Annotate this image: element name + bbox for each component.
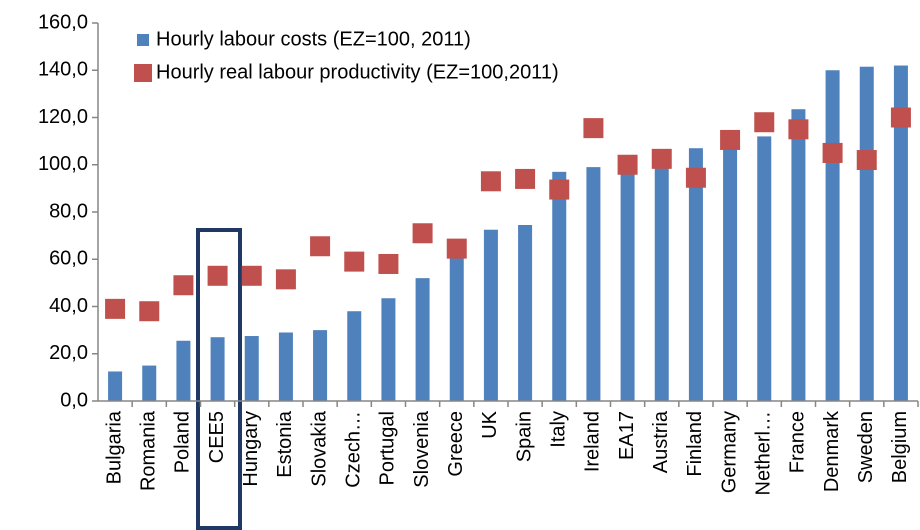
marker	[173, 275, 194, 296]
x-tick-label: CEE5	[206, 411, 228, 463]
marker	[583, 118, 604, 139]
marker	[651, 148, 672, 169]
x-tick-label: EA17	[616, 411, 638, 460]
y-tick-label: 120,0	[38, 106, 88, 128]
legend-swatch	[134, 64, 152, 82]
y-tick-label: 140,0	[38, 59, 88, 81]
x-tick-label: Portugal	[377, 411, 399, 486]
marker	[549, 179, 570, 200]
marker	[822, 142, 843, 163]
x-tick-label: Spain	[513, 411, 535, 462]
bar	[688, 148, 703, 401]
marker	[241, 265, 262, 286]
marker	[412, 223, 433, 244]
x-tick-label: Austria	[650, 410, 672, 473]
x-tick-label: Czech…	[343, 411, 365, 488]
bar	[415, 278, 430, 401]
bar	[483, 229, 498, 401]
legend-label: Hourly labour costs (EZ=100, 2011)	[156, 28, 471, 50]
bar	[347, 311, 362, 401]
bar	[620, 164, 635, 401]
bar	[449, 254, 464, 401]
marker	[378, 253, 399, 274]
y-tick-label: 0,0	[60, 389, 88, 411]
x-tick-label: Bulgaria	[103, 410, 125, 484]
bar	[893, 65, 908, 402]
y-tick-label: 60,0	[49, 248, 88, 270]
bar	[381, 298, 396, 401]
x-tick-label: Hungary	[240, 411, 262, 487]
bar	[757, 136, 772, 401]
bar	[654, 164, 669, 401]
bar	[244, 336, 259, 401]
x-tick-label: Sweden	[855, 411, 877, 483]
x-tick-label: Greece	[445, 411, 467, 477]
marker	[617, 154, 638, 175]
bar	[210, 337, 225, 401]
marker	[105, 298, 126, 319]
marker	[480, 171, 501, 192]
legend-swatch	[137, 34, 149, 46]
x-tick-label: UK	[479, 410, 501, 438]
x-tick-label: Estonia	[274, 410, 296, 478]
x-tick-label: Finland	[684, 411, 706, 477]
marker	[856, 150, 877, 171]
y-tick-label: 20,0	[49, 342, 88, 364]
bar	[586, 167, 601, 401]
bar	[313, 330, 328, 401]
x-tick-label: Romania	[138, 410, 160, 491]
x-tick-label: Belgium	[889, 411, 911, 483]
bar	[142, 365, 157, 401]
marker	[685, 167, 706, 188]
marker	[720, 129, 741, 150]
marker	[207, 265, 228, 286]
x-tick-label: Poland	[172, 411, 194, 473]
bar	[518, 224, 533, 401]
bar	[108, 371, 123, 401]
marker	[788, 119, 809, 140]
y-tick-label: 40,0	[49, 295, 88, 317]
y-tick-label: 80,0	[49, 200, 88, 222]
x-tick-label: Denmark	[821, 410, 843, 492]
x-tick-label: Netherl…	[753, 411, 775, 495]
marker	[754, 112, 775, 133]
marker	[890, 107, 911, 128]
marker	[139, 301, 160, 322]
bar	[552, 171, 567, 401]
legend-label: Hourly real labour productivity (EZ=100,…	[156, 61, 559, 83]
marker	[515, 168, 536, 189]
x-tick-label: Italy	[548, 411, 570, 448]
x-tick-label: Slovenia	[411, 410, 433, 488]
y-tick-label: 160,0	[38, 11, 88, 33]
bar	[791, 109, 806, 401]
marker	[310, 236, 331, 257]
bar	[723, 141, 738, 401]
x-tick-label: France	[787, 411, 809, 473]
x-tick-label: Germany	[718, 411, 740, 493]
x-tick-label: Ireland	[582, 411, 604, 472]
x-tick-label: Slovakia	[308, 410, 330, 486]
y-tick-label: 100,0	[38, 153, 88, 175]
bar	[278, 332, 293, 401]
marker	[344, 251, 365, 272]
marker	[446, 238, 467, 259]
bar	[176, 340, 191, 401]
highlight-box	[196, 228, 242, 530]
marker	[275, 269, 296, 290]
bar	[859, 66, 874, 402]
bar	[825, 70, 840, 401]
